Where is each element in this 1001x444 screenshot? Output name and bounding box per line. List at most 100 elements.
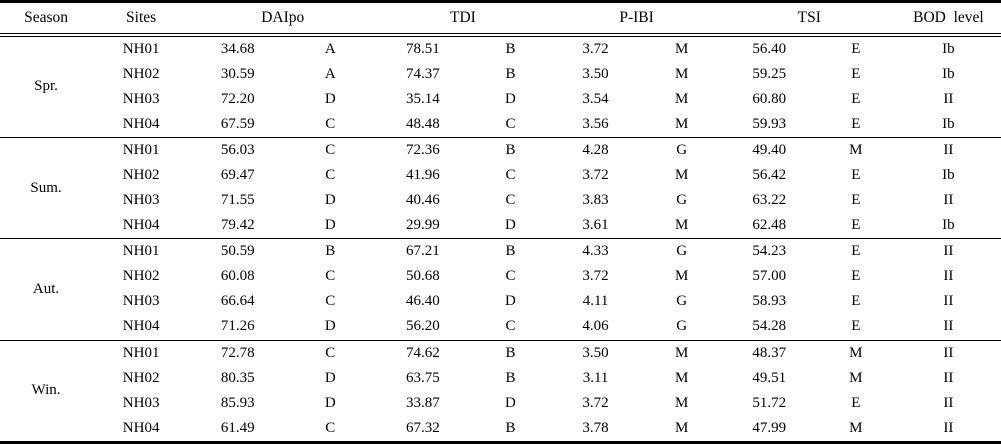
cell-tsi-grade: M bbox=[815, 339, 896, 366]
header-pibi: P-IBI bbox=[550, 1, 723, 37]
cell-daipo-grade: D bbox=[324, 90, 336, 107]
season-cell: Spr. bbox=[34, 78, 58, 95]
cell-bod: Ib bbox=[942, 40, 955, 57]
cell-tsi-grade: E bbox=[851, 293, 861, 310]
cell-daipo: 50.59 bbox=[190, 238, 286, 265]
cell-bod: II bbox=[943, 293, 954, 310]
cell-pibi: 3.61 bbox=[582, 217, 609, 234]
table-row: NH04 71.26 D 56.20 C 4.06 G 54.28 E II bbox=[0, 314, 1001, 340]
cell-site: NH02 bbox=[122, 369, 160, 386]
cell-pibi: 3.72 bbox=[582, 394, 609, 411]
cell-site: NH03 bbox=[122, 90, 160, 107]
cell-tsi-grade: E bbox=[815, 238, 896, 265]
cell-pibi: 3.78 bbox=[582, 419, 609, 436]
cell-pibi-grade: G bbox=[676, 192, 688, 209]
cell-site: NH01 bbox=[92, 136, 191, 163]
cell-tsi: 56.42 bbox=[752, 166, 787, 183]
cell-pibi-grade: G bbox=[640, 136, 723, 163]
cell-tdi: 56.20 bbox=[406, 318, 440, 335]
cell-pibi-grade: G bbox=[640, 238, 723, 265]
table-row: NH02 80.35 D 63.75 B 3.11 M 49.51 M II bbox=[0, 366, 1001, 391]
cell-tsi: 62.48 bbox=[752, 217, 787, 234]
cell-tdi-grade: C bbox=[505, 115, 516, 132]
cell-tdi-grade: C bbox=[505, 318, 516, 335]
cell-tsi: 63.22 bbox=[752, 192, 787, 209]
table-row: Sum. NH01 56.03 C 72.36 B 4.28 G 49.40 M II bbox=[0, 136, 1001, 239]
cell-pibi-grade: M bbox=[674, 419, 689, 436]
cell-pibi-grade: M bbox=[674, 115, 689, 132]
cell-daipo-grade: D bbox=[324, 217, 336, 234]
cell-pibi: 3.54 bbox=[582, 90, 609, 107]
cell-daipo-grade: C bbox=[325, 419, 336, 436]
cell-tsi: 56.40 bbox=[752, 40, 787, 57]
cell-tsi-grade: M bbox=[849, 419, 863, 436]
season-cell: Sum. bbox=[0, 136, 93, 239]
table-body: Spr. NH01 34.68 A 78.51 B 3.72 M 56.40 E Ib NH02 30.… bbox=[0, 35, 1001, 443]
cell-daipo: 67.59 bbox=[220, 115, 255, 132]
table-row: Aut. NH01 50.59 B 67.21 B 4.33 G 54.23 E II bbox=[0, 238, 1001, 341]
cell-pibi-grade: G bbox=[676, 318, 688, 335]
header-daipo: DAIpo bbox=[190, 1, 376, 37]
table-row: NH03 85.93 D 33.87 D 3.72 M 51.72 E II bbox=[0, 391, 1001, 416]
cell-tsi: 59.25 bbox=[752, 65, 787, 82]
cell-daipo: 80.35 bbox=[220, 369, 255, 386]
cell-pibi: 3.50 bbox=[550, 339, 641, 366]
header-bod-level: BOD level bbox=[895, 1, 1001, 37]
cell-tdi: 78.51 bbox=[406, 40, 440, 57]
cell-daipo: 71.26 bbox=[220, 318, 255, 335]
header-sites: Sites bbox=[92, 1, 191, 37]
cell-tsi-grade: E bbox=[851, 217, 861, 234]
cell-tdi-grade: B bbox=[470, 238, 551, 265]
cell-pibi: 4.33 bbox=[550, 238, 641, 265]
table-row: NH02 30.59 A 74.37 B 3.50 M 59.25 E Ib bbox=[0, 62, 1001, 87]
cell-tdi-grade: B bbox=[505, 65, 516, 82]
table-header: Season Sites DAIpo TDI P-IBI TSI BOD lev… bbox=[0, 1, 1001, 37]
cell-site: NH04 bbox=[122, 419, 160, 436]
cell-pibi-grade: M bbox=[640, 339, 723, 366]
header-tdi: TDI bbox=[375, 1, 551, 37]
cell-tdi-grade: B bbox=[470, 339, 551, 366]
cell-tsi: 49.40 bbox=[722, 136, 816, 163]
season-cell: Aut. bbox=[0, 238, 93, 341]
cell-tdi-grade: D bbox=[505, 217, 516, 234]
cell-daipo: 79.42 bbox=[220, 217, 255, 234]
cell-tsi-grade: E bbox=[851, 192, 861, 209]
cell-pibi-grade: M bbox=[674, 65, 689, 82]
cell-daipo-grade: C bbox=[285, 136, 376, 163]
cell-daipo: 61.49 bbox=[220, 419, 255, 436]
cell-tsi-grade: M bbox=[815, 136, 896, 163]
cell-bod: II bbox=[943, 90, 954, 107]
cell-tsi: 57.00 bbox=[752, 268, 787, 285]
cell-bod: Ib bbox=[942, 217, 955, 234]
cell-site: NH03 bbox=[122, 394, 160, 411]
cell-daipo: 56.03 bbox=[190, 136, 286, 163]
cell-daipo: 34.68 bbox=[220, 40, 255, 57]
cell-tdi: 63.75 bbox=[406, 369, 440, 386]
cell-tsi: 59.93 bbox=[752, 115, 787, 132]
cell-bod: II bbox=[943, 268, 954, 285]
cell-pibi-grade: M bbox=[674, 268, 689, 285]
header-row: Season Sites DAIpo TDI P-IBI TSI BOD lev… bbox=[0, 1, 1001, 37]
header-tsi: TSI bbox=[722, 1, 896, 37]
cell-pibi: 3.50 bbox=[582, 65, 609, 82]
cell-tsi: 60.80 bbox=[752, 90, 787, 107]
cell-site: NH03 bbox=[122, 192, 160, 209]
cell-site: NH02 bbox=[122, 166, 160, 183]
cell-bod: Ib bbox=[942, 166, 955, 183]
cell-tsi: 54.28 bbox=[752, 318, 787, 335]
cell-daipo: 72.78 bbox=[190, 339, 286, 366]
cell-tdi: 46.40 bbox=[406, 293, 440, 310]
cell-tsi-grade: E bbox=[851, 65, 861, 82]
cell-pibi-grade: M bbox=[674, 40, 689, 57]
cell-pibi: 3.83 bbox=[582, 192, 609, 209]
cell-pibi: 3.11 bbox=[582, 369, 609, 386]
cell-bod: II bbox=[943, 369, 954, 386]
cell-tsi-grade: E bbox=[851, 394, 861, 411]
cell-bod: II bbox=[895, 136, 1001, 163]
table-row: NH04 67.59 C 48.48 C 3.56 M 59.93 E Ib bbox=[0, 112, 1001, 138]
season-cell: Win. bbox=[0, 339, 93, 443]
cell-tsi: 48.37 bbox=[722, 339, 816, 366]
cell-pibi: 4.06 bbox=[582, 318, 609, 335]
